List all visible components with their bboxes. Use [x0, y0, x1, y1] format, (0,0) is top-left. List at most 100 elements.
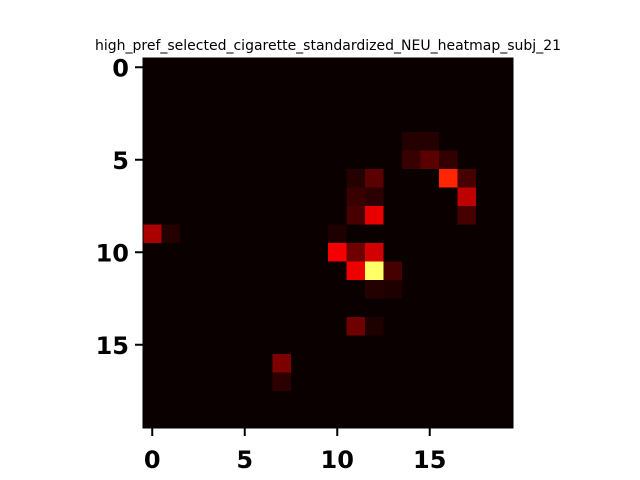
heatmap-cell	[346, 169, 366, 188]
heatmap-cell	[309, 354, 329, 373]
heatmap-cell	[494, 187, 514, 207]
heatmap-cell	[476, 76, 495, 96]
heatmap-cell	[309, 261, 329, 281]
heatmap-cell	[328, 95, 347, 114]
heatmap-cell	[494, 132, 514, 151]
heatmap-cell	[161, 113, 181, 133]
heatmap-cell	[494, 58, 514, 77]
heatmap-cell	[439, 354, 458, 373]
heatmap-cell	[439, 95, 458, 114]
heatmap-cell	[328, 243, 347, 262]
heatmap-cell	[476, 391, 495, 410]
heatmap-cell	[439, 280, 458, 299]
heatmap-cell	[143, 243, 162, 262]
heatmap-cell	[346, 354, 366, 373]
heatmap-cell	[254, 335, 273, 355]
heatmap-cell	[328, 298, 347, 318]
heatmap-cell	[254, 224, 273, 244]
heatmap-cell	[235, 58, 255, 77]
heatmap-cell	[476, 169, 495, 188]
heatmap-cell	[439, 391, 458, 410]
heatmap-cell	[420, 298, 440, 318]
heatmap-cell	[217, 113, 236, 133]
heatmap-cell	[494, 335, 514, 355]
heatmap-cell	[420, 58, 440, 77]
heatmap-cell	[235, 280, 255, 299]
heatmap-cell	[457, 132, 477, 151]
heatmap-cell	[272, 354, 292, 373]
heatmap-cell	[494, 317, 514, 336]
heatmap-cell	[439, 150, 458, 170]
heatmap-cell	[143, 354, 162, 373]
heatmap-cell	[346, 95, 366, 114]
heatmap-cell	[291, 132, 310, 151]
heatmap-cell	[217, 187, 236, 207]
heatmap-cell	[494, 224, 514, 244]
heatmap-cell	[420, 354, 440, 373]
heatmap-cell	[143, 317, 162, 336]
heatmap-cell	[420, 317, 440, 336]
heatmap-cell	[383, 372, 403, 392]
heatmap-cell	[476, 354, 495, 373]
heatmap-cell	[402, 391, 421, 410]
heatmap-cell	[365, 354, 384, 373]
heatmap-cell	[309, 224, 329, 244]
heatmap-cell	[198, 391, 218, 410]
y-tick-label: 0	[112, 54, 129, 82]
heatmap-cell	[217, 335, 236, 355]
heatmap-cell	[439, 224, 458, 244]
heatmap-cell	[309, 58, 329, 77]
heatmap-cell	[180, 113, 199, 133]
heatmap-cell	[328, 409, 347, 429]
heatmap-cell	[402, 58, 421, 77]
heatmap-cell	[309, 76, 329, 96]
heatmap-cell	[439, 243, 458, 262]
heatmap-cell	[217, 76, 236, 96]
heatmap-cell	[180, 206, 199, 225]
heatmap-cell	[328, 113, 347, 133]
heatmap-cell	[235, 113, 255, 133]
heatmap-cell	[346, 409, 366, 429]
heatmap-cell	[198, 224, 218, 244]
heatmap-cell	[161, 206, 181, 225]
heatmap-cell	[217, 261, 236, 281]
heatmap-cell	[235, 169, 255, 188]
heatmap-cell	[254, 261, 273, 281]
heatmap-cell	[217, 132, 236, 151]
heatmap-cell	[328, 132, 347, 151]
heatmap-cell	[143, 132, 162, 151]
y-tick-label: 5	[112, 147, 129, 175]
heatmap-cell	[402, 261, 421, 281]
heatmap-cell	[402, 224, 421, 244]
heatmap-cell	[346, 113, 366, 133]
heatmap-cell	[346, 187, 366, 207]
heatmap-cell	[383, 206, 403, 225]
heatmap-cell	[217, 95, 236, 114]
heatmap-cell	[365, 95, 384, 114]
heatmap-cell	[291, 206, 310, 225]
heatmap-cell	[309, 95, 329, 114]
heatmap-cell	[457, 206, 477, 225]
heatmap-cell	[254, 243, 273, 262]
heatmap-cell	[402, 113, 421, 133]
heatmap-cell	[217, 224, 236, 244]
heatmap-cell	[383, 224, 403, 244]
heatmap-cell	[402, 280, 421, 299]
heatmap-cell	[161, 95, 181, 114]
heatmap-cell	[328, 206, 347, 225]
heatmap-cell	[457, 224, 477, 244]
heatmap-cell	[143, 169, 162, 188]
heatmap-cell	[439, 187, 458, 207]
heatmap-cell	[235, 409, 255, 429]
heatmap-cell	[365, 335, 384, 355]
x-tick-label: 0	[144, 446, 161, 474]
heatmap-cell	[254, 95, 273, 114]
heatmap-cell	[161, 409, 181, 429]
heatmap-cell	[235, 224, 255, 244]
heatmap-cell	[198, 58, 218, 77]
x-axis-ticks: 0 5 10 15	[144, 428, 446, 474]
heatmap-cell	[143, 206, 162, 225]
heatmap-cell	[476, 335, 495, 355]
heatmap-cell	[439, 132, 458, 151]
heatmap-cell	[291, 76, 310, 96]
